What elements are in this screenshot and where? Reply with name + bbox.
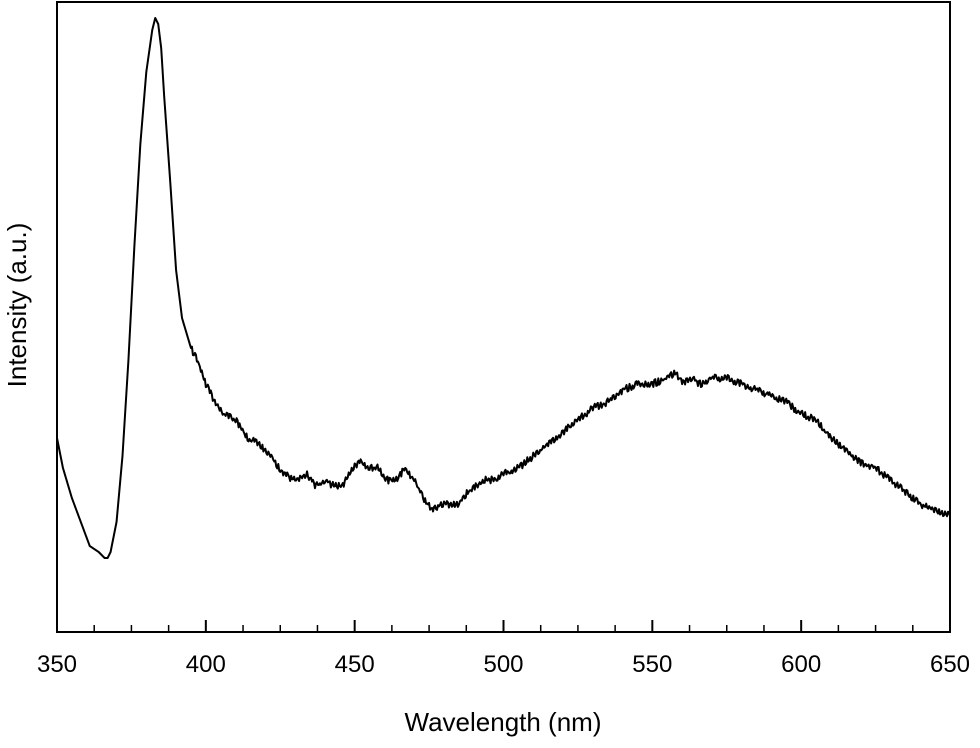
x-axis-ticks: [56, 620, 951, 632]
plot-frame: [56, 1, 951, 633]
x-tick-label: 450: [335, 651, 375, 678]
x-axis-label: Wavelength (nm): [405, 707, 602, 737]
x-axis-tick-labels: 350 400 450 500 550 600 650: [37, 651, 970, 678]
x-tick-label: 500: [483, 651, 523, 678]
y-axis-label: Intensity (a.u.): [2, 223, 32, 388]
x-tick-label: 600: [781, 651, 821, 678]
x-tick-label: 400: [186, 651, 226, 678]
series-line: [56, 17, 951, 559]
x-tick-label: 650: [930, 651, 970, 678]
x-tick-label: 350: [37, 651, 77, 678]
x-tick-label: 550: [632, 651, 672, 678]
